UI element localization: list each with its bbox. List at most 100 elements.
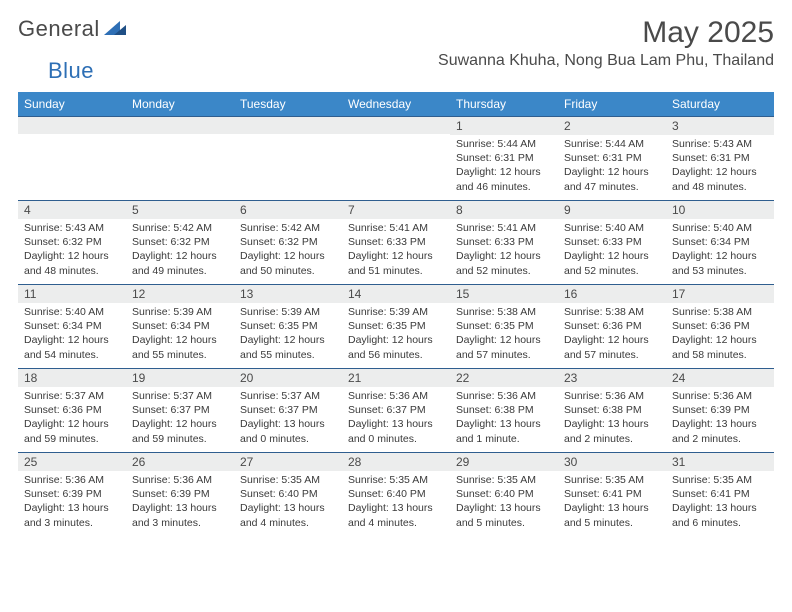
day-cell [126,117,234,201]
day-info: Sunrise: 5:36 AMSunset: 6:37 PMDaylight:… [342,387,450,448]
day-info: Sunrise: 5:44 AMSunset: 6:31 PMDaylight:… [558,135,666,196]
day-info: Sunrise: 5:42 AMSunset: 6:32 PMDaylight:… [234,219,342,280]
day-info: Sunrise: 5:36 AMSunset: 6:39 PMDaylight:… [126,471,234,532]
day-number: 20 [234,369,342,387]
day-cell: 12Sunrise: 5:39 AMSunset: 6:34 PMDayligh… [126,285,234,369]
day-number: 3 [666,117,774,135]
day-info: Sunrise: 5:35 AMSunset: 6:40 PMDaylight:… [234,471,342,532]
logo-word2: Blue [48,58,94,84]
day-info: Sunrise: 5:41 AMSunset: 6:33 PMDaylight:… [450,219,558,280]
day-info: Sunrise: 5:43 AMSunset: 6:32 PMDaylight:… [18,219,126,280]
day-number: 4 [18,201,126,219]
dayhdr-mon: Monday [126,92,234,117]
day-cell: 11Sunrise: 5:40 AMSunset: 6:34 PMDayligh… [18,285,126,369]
day-cell: 4Sunrise: 5:43 AMSunset: 6:32 PMDaylight… [18,201,126,285]
day-info: Sunrise: 5:36 AMSunset: 6:38 PMDaylight:… [450,387,558,448]
day-number: 2 [558,117,666,135]
day-info: Sunrise: 5:39 AMSunset: 6:35 PMDaylight:… [234,303,342,364]
day-number: 5 [126,201,234,219]
week-row: 1Sunrise: 5:44 AMSunset: 6:31 PMDaylight… [18,117,774,201]
day-number [342,117,450,134]
day-cell: 13Sunrise: 5:39 AMSunset: 6:35 PMDayligh… [234,285,342,369]
day-info: Sunrise: 5:40 AMSunset: 6:34 PMDaylight:… [666,219,774,280]
day-number: 1 [450,117,558,135]
day-number: 26 [126,453,234,471]
day-cell [342,117,450,201]
logo: General [18,16,128,42]
day-number: 28 [342,453,450,471]
calendar-table: Sunday Monday Tuesday Wednesday Thursday… [18,92,774,537]
dayhdr-tue: Tuesday [234,92,342,117]
day-cell: 21Sunrise: 5:36 AMSunset: 6:37 PMDayligh… [342,369,450,453]
day-cell: 20Sunrise: 5:37 AMSunset: 6:37 PMDayligh… [234,369,342,453]
week-row: 25Sunrise: 5:36 AMSunset: 6:39 PMDayligh… [18,453,774,537]
week-row: 11Sunrise: 5:40 AMSunset: 6:34 PMDayligh… [18,285,774,369]
day-cell: 5Sunrise: 5:42 AMSunset: 6:32 PMDaylight… [126,201,234,285]
day-cell: 28Sunrise: 5:35 AMSunset: 6:40 PMDayligh… [342,453,450,537]
logo-word1: General [18,16,100,42]
calendar-page: General May 2025 Suwanna Khuha, Nong Bua… [0,0,792,547]
day-info: Sunrise: 5:40 AMSunset: 6:34 PMDaylight:… [18,303,126,364]
day-info: Sunrise: 5:44 AMSunset: 6:31 PMDaylight:… [450,135,558,196]
day-info: Sunrise: 5:37 AMSunset: 6:37 PMDaylight:… [126,387,234,448]
day-cell: 9Sunrise: 5:40 AMSunset: 6:33 PMDaylight… [558,201,666,285]
dayhdr-sat: Saturday [666,92,774,117]
day-info: Sunrise: 5:38 AMSunset: 6:36 PMDaylight:… [666,303,774,364]
day-cell: 17Sunrise: 5:38 AMSunset: 6:36 PMDayligh… [666,285,774,369]
day-cell: 7Sunrise: 5:41 AMSunset: 6:33 PMDaylight… [342,201,450,285]
day-number: 6 [234,201,342,219]
day-cell: 30Sunrise: 5:35 AMSunset: 6:41 PMDayligh… [558,453,666,537]
day-info: Sunrise: 5:38 AMSunset: 6:35 PMDaylight:… [450,303,558,364]
day-cell: 19Sunrise: 5:37 AMSunset: 6:37 PMDayligh… [126,369,234,453]
title-block: May 2025 Suwanna Khuha, Nong Bua Lam Phu… [438,16,774,70]
day-number: 7 [342,201,450,219]
day-number [234,117,342,134]
day-cell: 8Sunrise: 5:41 AMSunset: 6:33 PMDaylight… [450,201,558,285]
day-cell: 29Sunrise: 5:35 AMSunset: 6:40 PMDayligh… [450,453,558,537]
day-cell: 10Sunrise: 5:40 AMSunset: 6:34 PMDayligh… [666,201,774,285]
week-row: 4Sunrise: 5:43 AMSunset: 6:32 PMDaylight… [18,201,774,285]
day-cell: 23Sunrise: 5:36 AMSunset: 6:38 PMDayligh… [558,369,666,453]
day-cell: 22Sunrise: 5:36 AMSunset: 6:38 PMDayligh… [450,369,558,453]
day-number: 29 [450,453,558,471]
day-info: Sunrise: 5:35 AMSunset: 6:40 PMDaylight:… [342,471,450,532]
day-info: Sunrise: 5:42 AMSunset: 6:32 PMDaylight:… [126,219,234,280]
dayhdr-fri: Friday [558,92,666,117]
day-number: 9 [558,201,666,219]
day-info: Sunrise: 5:36 AMSunset: 6:39 PMDaylight:… [666,387,774,448]
dayhdr-wed: Wednesday [342,92,450,117]
day-number: 23 [558,369,666,387]
day-number [126,117,234,134]
day-cell: 27Sunrise: 5:35 AMSunset: 6:40 PMDayligh… [234,453,342,537]
day-number: 30 [558,453,666,471]
day-info: Sunrise: 5:39 AMSunset: 6:35 PMDaylight:… [342,303,450,364]
day-info: Sunrise: 5:40 AMSunset: 6:33 PMDaylight:… [558,219,666,280]
day-number: 25 [18,453,126,471]
dayhdr-sun: Sunday [18,92,126,117]
day-number: 10 [666,201,774,219]
day-number: 17 [666,285,774,303]
day-cell: 24Sunrise: 5:36 AMSunset: 6:39 PMDayligh… [666,369,774,453]
day-number: 12 [126,285,234,303]
day-info: Sunrise: 5:35 AMSunset: 6:41 PMDaylight:… [558,471,666,532]
location: Suwanna Khuha, Nong Bua Lam Phu, Thailan… [438,52,774,70]
day-number: 24 [666,369,774,387]
day-number [18,117,126,134]
logo-triangle-icon [104,19,126,40]
day-info: Sunrise: 5:39 AMSunset: 6:34 PMDaylight:… [126,303,234,364]
dayhdr-thu: Thursday [450,92,558,117]
day-cell: 2Sunrise: 5:44 AMSunset: 6:31 PMDaylight… [558,117,666,201]
day-number: 15 [450,285,558,303]
day-number: 18 [18,369,126,387]
day-info: Sunrise: 5:35 AMSunset: 6:41 PMDaylight:… [666,471,774,532]
day-info: Sunrise: 5:38 AMSunset: 6:36 PMDaylight:… [558,303,666,364]
day-number: 14 [342,285,450,303]
day-cell [18,117,126,201]
day-cell [234,117,342,201]
day-info: Sunrise: 5:37 AMSunset: 6:37 PMDaylight:… [234,387,342,448]
day-cell: 14Sunrise: 5:39 AMSunset: 6:35 PMDayligh… [342,285,450,369]
day-number: 11 [18,285,126,303]
day-number: 13 [234,285,342,303]
day-info: Sunrise: 5:36 AMSunset: 6:39 PMDaylight:… [18,471,126,532]
day-cell: 16Sunrise: 5:38 AMSunset: 6:36 PMDayligh… [558,285,666,369]
